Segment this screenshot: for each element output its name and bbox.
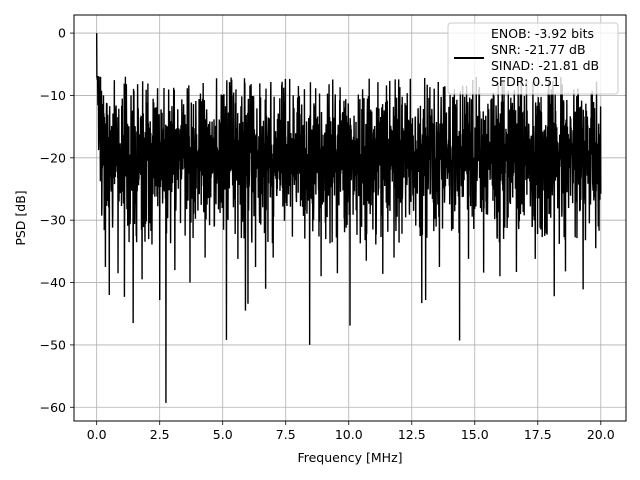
plot-frame [73,14,627,422]
y-tick-label: −40 [40,275,66,290]
x-tick-label: 20.0 [587,427,615,442]
y-tick-label: −10 [40,88,66,103]
y-tick-label: −30 [40,213,66,228]
y-tick-label: −50 [40,337,66,352]
y-axis-label: PSD [dB] [13,190,28,245]
x-tick-label: 7.5 [276,427,296,442]
x-tick-label: 12.5 [398,427,426,442]
legend-frame [447,22,619,95]
psd-series-line [95,33,602,403]
y-tick-label: −20 [40,150,66,165]
x-tick-label: 10.0 [335,427,363,442]
legend-entry-sinad: SINAD: -21.81 dB [491,58,599,73]
x-axis: 0.0 2.5 5.0 7.5 10.0 12.5 15.0 17.5 20.0 [87,421,615,442]
x-tick-label: 17.5 [524,427,552,442]
x-tick-label: 0.0 [87,427,107,442]
x-tick-label: 2.5 [150,427,170,442]
y-tick-label: 0 [58,26,66,41]
legend: ENOB: -3.92 bits SNR: -21.77 dB SINAD: -… [447,22,619,95]
y-tick-label: −60 [40,400,66,415]
legend-entry-enob: ENOB: -3.92 bits [491,26,594,41]
x-axis-label: Frequency [MHz] [297,450,402,465]
x-tick-label: 15.0 [461,427,489,442]
legend-entry-sfdr: SFDR: 0.51 [491,74,560,89]
legend-entry-snr: SNR: -21.77 dB [491,42,586,57]
x-tick-label: 5.0 [213,427,233,442]
y-axis: 0 −10 −20 −30 −40 −50 −60 [40,26,74,415]
